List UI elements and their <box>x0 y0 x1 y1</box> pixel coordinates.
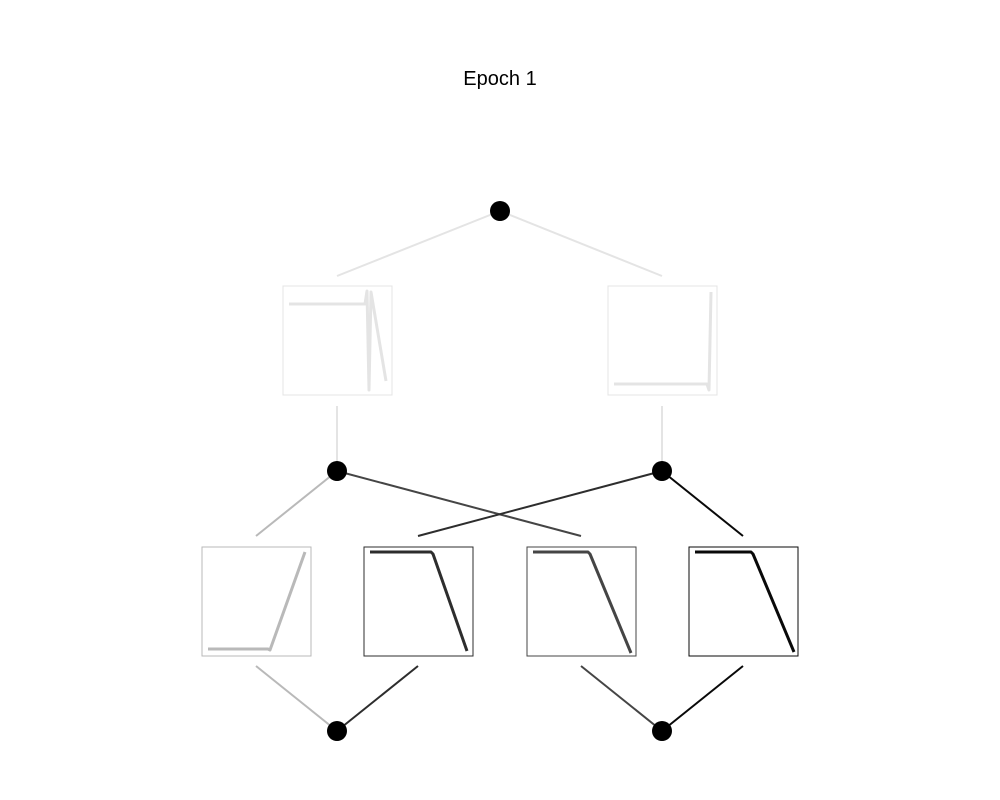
hidden-node-2 <box>652 461 672 481</box>
activation-plot-l2-a <box>201 546 312 657</box>
activation-plot-l1-right <box>607 285 718 396</box>
activation-plot-l1-left <box>282 285 393 396</box>
edge-plot-l2-c-to-output-2 <box>580 665 663 732</box>
edge-hidden-1-to-plot-l2-a <box>255 470 338 537</box>
output-node-2 <box>652 721 672 741</box>
activation-plot-l2-d <box>688 546 799 657</box>
output-node-1 <box>327 721 347 741</box>
edge-hidden-2-to-plot-l2-d <box>661 470 744 537</box>
edge-input-to-plot-l1-left <box>336 210 501 277</box>
edge-plot-l2-a-to-output-1 <box>255 665 338 732</box>
epoch-title: Epoch 1 <box>463 68 537 90</box>
edge-plot-l2-b-to-output-1 <box>336 665 419 732</box>
edge-hidden-1-to-plot-l2-c <box>336 470 582 537</box>
input-node <box>490 201 510 221</box>
activation-plot-l2-c <box>526 546 637 657</box>
hidden-node-1 <box>327 461 347 481</box>
activation-plot-l2-b <box>363 546 474 657</box>
edge-plot-l2-d-to-output-2 <box>661 665 744 732</box>
edge-input-to-plot-l1-right <box>499 210 663 277</box>
edge-hidden-2-to-plot-l2-b <box>417 470 663 537</box>
